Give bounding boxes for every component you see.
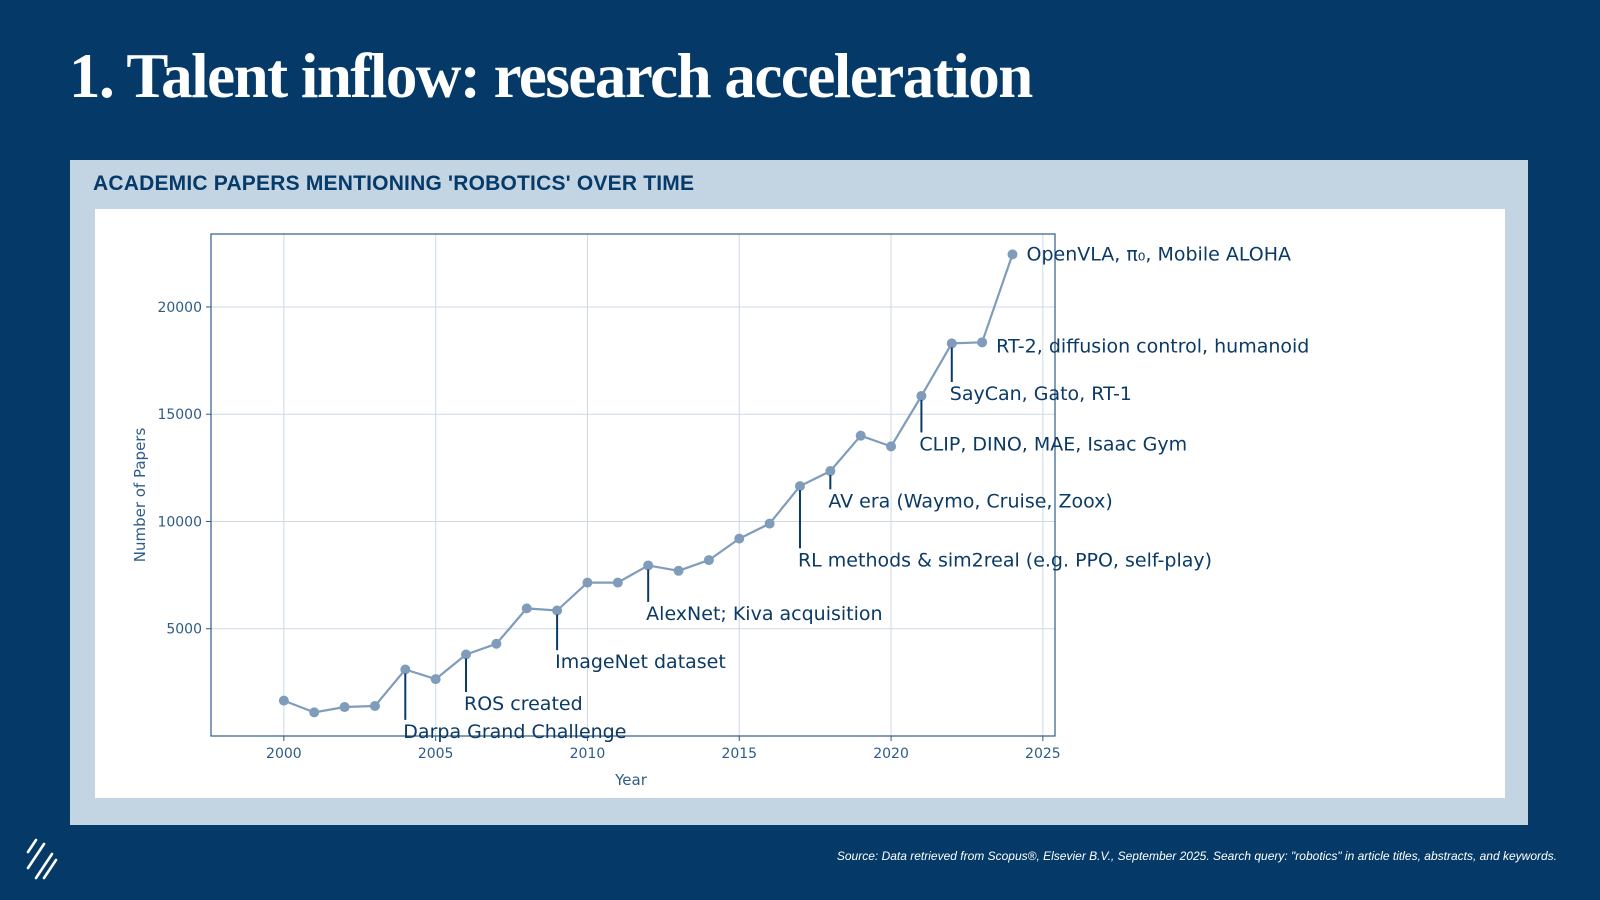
plot-frame [210, 233, 1056, 737]
data-point [946, 338, 957, 349]
y-tick-label: 15000 [157, 407, 202, 423]
y-tick-label: 10000 [157, 514, 202, 530]
chart-grid [211, 234, 1055, 736]
x-tick-label: 2000 [266, 746, 302, 762]
chart-axes: 2000 2005 2010 2015 2020 2025 5000 10000 15000 20… [131, 233, 1061, 789]
data-point [582, 577, 593, 588]
annotation-label: Darpa Grand Challenge [403, 721, 626, 743]
annotation-label: ImageNet dataset [555, 651, 726, 673]
data-point [612, 577, 623, 588]
series-line [283, 254, 1014, 714]
data-point [977, 337, 988, 348]
x-tick-label: 2020 [873, 746, 909, 762]
data-point [643, 560, 654, 571]
data-point [521, 603, 532, 614]
data-point [673, 565, 684, 576]
diagonal-slashes-logo-icon [26, 838, 58, 880]
annotation-label: CLIP, DINO, MAE, Isaac Gym [919, 433, 1187, 455]
annotation-label: RL methods & sim2real (e.g. PPO, self-pl… [798, 549, 1212, 571]
data-point [369, 700, 380, 711]
data-point [886, 441, 897, 452]
data-point [552, 605, 563, 616]
x-tick-label: 2025 [1025, 746, 1061, 762]
chart-panel: ACADEMIC PAPERS MENTIONING 'ROBOTICS' OV… [70, 160, 1528, 825]
x-tick-label: 2015 [721, 746, 757, 762]
data-point [278, 695, 289, 706]
annotation-label: AV era (Waymo, Cruise, Zoox) [828, 490, 1113, 512]
data-point [491, 638, 502, 649]
data-point [855, 430, 866, 441]
annotation-label: SayCan, Gato, RT-1 [950, 383, 1132, 405]
annotation-label: OpenVLA, π₀, Mobile ALOHA [1026, 243, 1291, 265]
slide-title: 1. Talent inflow: research acceleration [69, 41, 1033, 111]
chart-series [278, 249, 1018, 718]
chart-heading: ACADEMIC PAPERS MENTIONING 'ROBOTICS' OV… [93, 172, 695, 195]
data-point [734, 533, 745, 544]
data-point [309, 707, 320, 718]
annotation-label: AlexNet; Kiva acquisition [646, 603, 882, 625]
data-point [1007, 249, 1018, 260]
y-tick-label: 5000 [166, 622, 202, 638]
data-point [339, 702, 350, 713]
data-point [703, 555, 714, 566]
papers-line-chart: 2000 2005 2010 2015 2020 2025 5000 10000 15000 20… [131, 233, 1309, 789]
source-note: Source: Data retrieved from Scopus®, Els… [836, 849, 1557, 863]
data-point [825, 466, 836, 477]
data-point [461, 649, 472, 660]
x-axis-label: Year [614, 771, 648, 789]
y-axis-label: Number of Papers [131, 428, 149, 563]
data-point [794, 481, 805, 492]
annotation-label: RT-2, diffusion control, humanoid [996, 336, 1309, 358]
x-tick-label: 2005 [418, 746, 454, 762]
chart-annotations: Darpa Grand Challenge ROS created ImageNet… [403, 243, 1309, 743]
data-point [764, 518, 775, 529]
x-tick-label: 2010 [570, 746, 606, 762]
chart-area: 2000 2005 2010 2015 2020 2025 5000 10000 15000 20… [95, 209, 1505, 798]
data-point [430, 674, 441, 685]
data-point [400, 664, 411, 675]
y-tick-label: 20000 [157, 300, 202, 316]
data-point [916, 390, 927, 401]
annotation-label: ROS created [464, 693, 583, 715]
